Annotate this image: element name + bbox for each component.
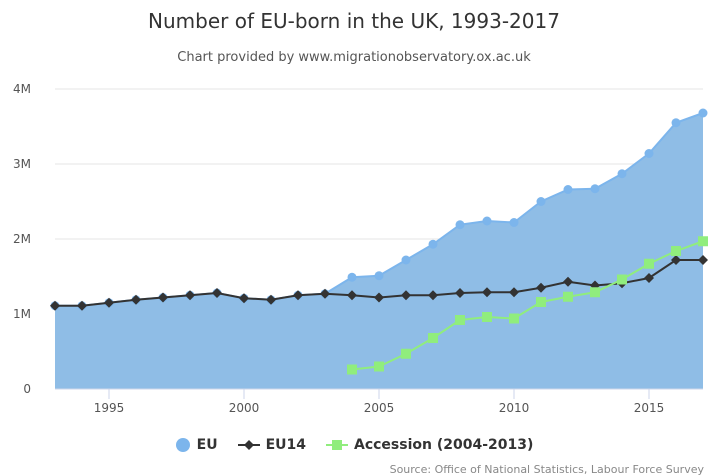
y-tick-label-4: 4M	[13, 82, 31, 96]
point-accession-2015	[644, 258, 654, 269]
point-eu14-2011	[536, 282, 546, 293]
x-tick-label-4: 2015	[634, 401, 665, 415]
point-accession-2008	[455, 315, 465, 325]
x-tick-label-2: 2005	[364, 401, 395, 415]
legend: EU EU14 Accession (2004-2013)	[0, 434, 708, 456]
point-eu14-2001	[266, 294, 276, 305]
y-tick-label-1: 1M	[13, 307, 31, 321]
point-eu14-2002	[293, 290, 303, 301]
point-accession-2013	[590, 287, 600, 298]
legend-diamond-line-icon	[237, 440, 260, 450]
point-eu14-2006	[401, 290, 411, 301]
y-tick-label-3: 3M	[13, 157, 31, 171]
point-eu14-2017	[698, 255, 708, 265]
legend-label-eu14: EU14	[265, 437, 306, 453]
point-eu-2013	[590, 184, 600, 194]
point-eu-2012	[563, 185, 573, 194]
series-layer	[50, 108, 708, 389]
point-accession-2014	[617, 274, 627, 285]
point-eu14-1998	[185, 290, 195, 301]
axis-layer: 0 1M 2M 3M 4M 1995 2000 2005 2010 2015	[13, 82, 703, 415]
point-eu-2006	[401, 255, 411, 265]
legend-item-eu14[interactable]: EU14	[237, 437, 306, 453]
point-eu14-2010	[509, 287, 519, 298]
point-eu14-2008	[455, 288, 465, 298]
chart-title: Number of EU-born in the UK, 1993-2017	[148, 9, 560, 33]
area-eu	[55, 113, 703, 389]
point-eu14-2012	[563, 276, 573, 287]
point-eu14-1999	[212, 288, 222, 298]
point-eu14-2004	[347, 290, 357, 301]
point-eu14-1994	[77, 300, 87, 311]
point-eu-2009	[482, 216, 492, 226]
point-eu-2007	[428, 239, 438, 249]
point-eu-2016	[671, 118, 681, 128]
point-eu14-2003	[320, 288, 330, 299]
point-accession-2016	[671, 246, 681, 256]
point-eu14-1996	[131, 294, 141, 305]
point-accession-2010	[509, 313, 519, 324]
point-eu-2005	[374, 271, 384, 281]
x-tick-label-1: 2000	[229, 401, 260, 415]
x-tick-label-3: 2010	[499, 401, 530, 415]
point-accession-2005	[374, 361, 384, 372]
point-accession-2009	[482, 312, 492, 322]
legend-square-line-icon	[325, 440, 348, 450]
point-eu-2010	[509, 218, 519, 227]
point-accession-2004	[347, 364, 357, 375]
legend-item-eu[interactable]: EU	[175, 437, 218, 453]
point-accession-2017	[698, 236, 708, 247]
point-eu14-1993	[50, 300, 60, 311]
y-tick-label-0: 0	[23, 382, 31, 396]
chart-subtitle: Chart provided by www.migrationobservato…	[177, 50, 531, 65]
point-eu14-1995	[104, 297, 114, 308]
point-accession-2011	[536, 297, 546, 307]
point-eu-2004	[347, 272, 357, 282]
point-eu14-2000	[239, 293, 249, 304]
legend-circle-icon	[175, 438, 190, 452]
point-eu14-2007	[428, 290, 438, 301]
point-accession-2012	[563, 291, 573, 302]
point-eu14-2016	[671, 255, 681, 265]
point-eu-2008	[455, 220, 465, 230]
point-eu14-2009	[482, 287, 492, 298]
point-eu14-2005	[374, 292, 384, 303]
point-eu-2015	[644, 149, 654, 158]
point-eu-2017	[698, 108, 708, 118]
point-accession-2006	[401, 348, 411, 359]
y-tick-label-2: 2M	[13, 232, 31, 246]
legend-label-eu: EU	[196, 437, 218, 453]
x-tick-label-0: 1995	[94, 401, 125, 415]
point-eu14-1997	[158, 292, 168, 303]
point-accession-2007	[428, 333, 438, 343]
point-eu14-2015	[644, 273, 654, 283]
legend-label-accession: Accession (2004-2013)	[353, 437, 534, 453]
point-eu-2014	[617, 169, 627, 179]
source-credit: Source: Office of National Statistics, L…	[389, 463, 704, 476]
legend-item-accession[interactable]: Accession (2004-2013)	[325, 437, 534, 453]
point-eu-2011	[536, 197, 546, 206]
